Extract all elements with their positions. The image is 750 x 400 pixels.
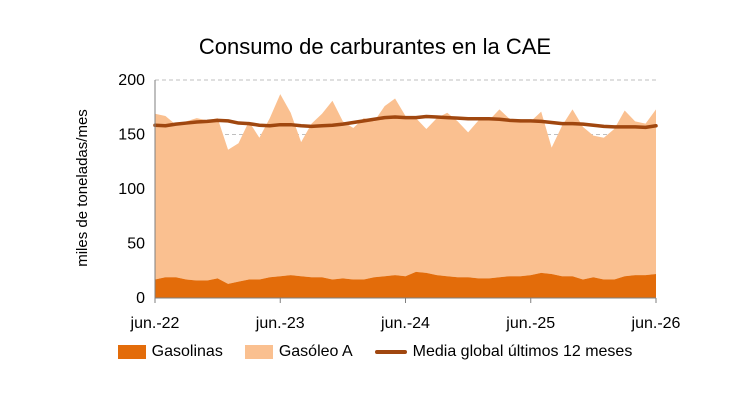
x-tick-label-2: jun.-24 <box>380 315 430 332</box>
legend-swatch-media <box>374 350 407 354</box>
legend-item-media: Media global últimos 12 meses <box>374 343 633 361</box>
legend: Gasolinas Gasóleo A Media global últimos… <box>0 343 750 361</box>
areas <box>155 94 656 298</box>
line-media-global <box>153 114 658 130</box>
tick-labels: 0 50 100 150 200 jun.-22 jun.-23 jun.-24 jun.-25… <box>118 72 680 332</box>
legend-swatch-gasoleo <box>244 345 273 359</box>
chart-title: Consumo de carburantes en la CAE <box>198 34 552 59</box>
x-tick-label-3: jun.-25 <box>505 315 555 332</box>
y-tick-label-50: 50 <box>127 236 145 253</box>
y-tick-label-0: 0 <box>136 290 145 307</box>
y-axis-label: miles de toneladas/mes <box>74 109 91 267</box>
lines <box>153 114 658 130</box>
legend-label-gasolinas: Gasolinas <box>151 343 223 360</box>
x-tick-label-0: jun.-22 <box>130 315 180 332</box>
area-gasoleo <box>155 94 656 284</box>
legend-item-gasoleo: Gasóleo A <box>244 343 353 361</box>
legend-label-media: Media global últimos 12 meses <box>412 343 633 360</box>
x-tick-label-4: jun.-26 <box>631 315 681 332</box>
x-tick-label-1: jun.-23 <box>255 315 305 332</box>
chart-plot: 0 50 100 150 200 jun.-22 jun.-23 jun.-24 jun.-25… <box>74 72 681 332</box>
legend-swatch-gasolinas <box>117 345 146 359</box>
y-tick-label-200: 200 <box>118 72 145 89</box>
y-tick-label-150: 150 <box>118 127 145 144</box>
area-gasolinas <box>155 271 656 298</box>
axes <box>154 80 657 303</box>
legend-label-gasoleo: Gasóleo A <box>278 343 353 360</box>
legend-item-gasolinas: Gasolinas <box>117 343 223 361</box>
y-tick-label-100: 100 <box>118 181 145 198</box>
